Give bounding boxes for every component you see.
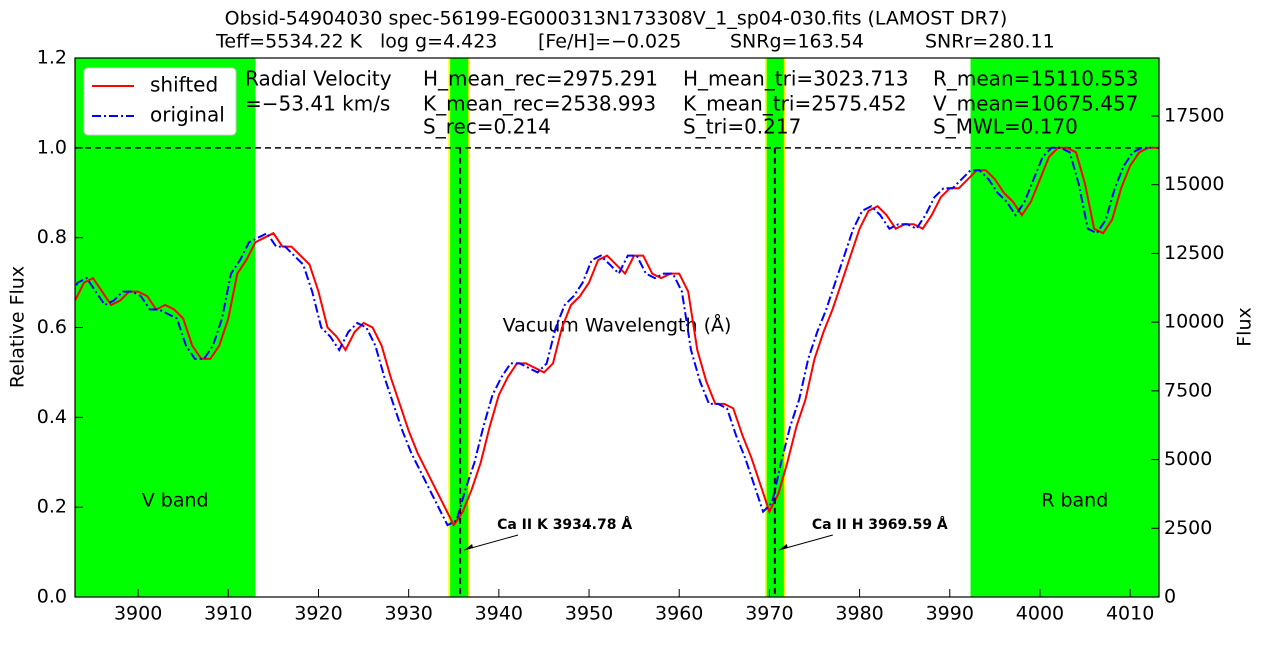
info-text: V_mean=10675.457 (933, 92, 1138, 116)
subtitle: SNRr=280.11 (925, 31, 1055, 53)
annotation: Ca II K 3934.78 Å (497, 516, 632, 533)
x-tick-label: 4000 (1016, 603, 1064, 625)
y-tick-label: 0.4 (37, 406, 67, 428)
band (450, 58, 469, 597)
y2-tick-label: 12500 (1164, 242, 1224, 264)
y2-tick-label: 15000 (1164, 173, 1224, 195)
y2-tick-label: 7500 (1164, 379, 1212, 401)
x-tick-label: 3900 (114, 603, 162, 625)
y-tick-label: 1.0 (37, 136, 67, 158)
y2-tick-label: 10000 (1164, 311, 1224, 333)
series-line (75, 146, 1151, 527)
info-text: K_mean_tri=2575.452 (683, 92, 907, 116)
band-label: V band (142, 490, 209, 512)
x-tick-label: 3970 (745, 603, 793, 625)
y-tick-label: 0.8 (37, 226, 67, 248)
x-tick-label: 3960 (655, 603, 703, 625)
info-text: R_mean=15110.553 (933, 67, 1139, 91)
x-tick-label: 3910 (204, 603, 252, 625)
info-text: S_rec=0.214 (423, 115, 551, 139)
y-tick-label: 0.2 (37, 496, 67, 518)
y2-tick-label: 5000 (1164, 448, 1212, 470)
legend-label: shifted (150, 73, 218, 97)
annotation-arrow (463, 534, 519, 551)
band (75, 58, 256, 597)
info-text: =−53.41 km/s (245, 92, 390, 116)
arrow-head (778, 544, 788, 550)
overlay: V band R band Ca II K 3934.78 Å Ca II H 396… (37, 31, 1225, 625)
info-text: Radial Velocity (245, 67, 392, 91)
y2-tick-label: 17500 (1164, 104, 1224, 126)
subtitle: log g=4.423 (380, 31, 497, 53)
plot-area (75, 58, 1159, 597)
x-tick-label: 3940 (475, 603, 523, 625)
y2-tick-label: 2500 (1164, 517, 1212, 539)
x-tick-label: 3950 (565, 603, 613, 625)
x-tick-label: 3930 (384, 603, 432, 625)
info-text: S_MWL=0.170 (933, 115, 1078, 139)
y-tick-label: 1.2 (37, 47, 67, 69)
x-tick-label: 3990 (926, 603, 974, 625)
arrow-head (464, 544, 474, 550)
band-label: R band (1041, 490, 1108, 512)
subtitle: SNRg=163.54 (730, 31, 864, 53)
y2-tick-label: 0 (1164, 586, 1176, 608)
y2-axis-label: Flux (1234, 307, 1256, 347)
legend-box (83, 67, 237, 136)
annotation: Ca II H 3969.59 Å (812, 516, 948, 533)
x-tick-label: 4010 (1106, 603, 1154, 625)
info-text: H_mean_tri=3023.713 (683, 67, 909, 91)
info-text: H_mean_rec=2975.291 (423, 67, 658, 91)
x-tick-label: 3920 (294, 603, 342, 625)
band (970, 58, 1159, 597)
band (766, 58, 784, 597)
chart-title: Obsid-54904030 spec-56199-EG000313N17330… (225, 8, 1008, 30)
y-tick-label: 0.6 (37, 316, 67, 338)
info-text: K_mean_rec=2538.993 (423, 92, 656, 116)
annotation-arrow (778, 534, 833, 551)
y-axis-label: Relative Flux (7, 266, 29, 388)
x-axis-label: Vacuum Wavelength (Å) (503, 314, 732, 337)
legend-label: original (150, 103, 225, 127)
x-tick-label: 3980 (835, 603, 883, 625)
y-tick-label: 0.0 (37, 586, 67, 608)
subtitle: [Fe/H]=−0.025 (538, 31, 681, 53)
subtitle: Teff=5534.22 K (215, 31, 363, 53)
info-text: S_tri=0.217 (683, 115, 801, 139)
